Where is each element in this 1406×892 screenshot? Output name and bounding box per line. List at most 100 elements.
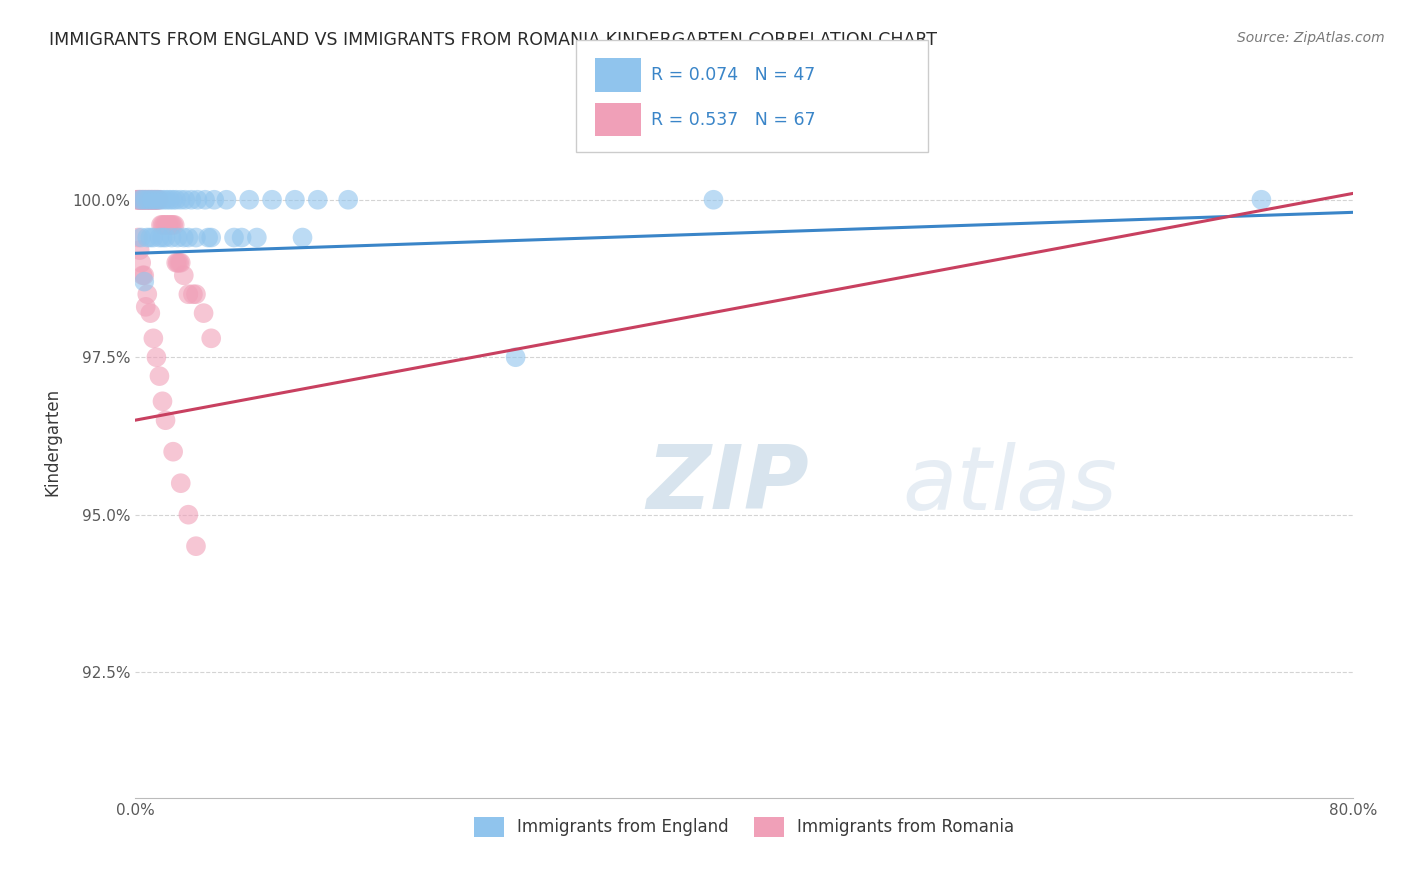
Point	[149, 193, 172, 207]
Point	[139, 193, 162, 207]
Point	[143, 193, 166, 207]
Point	[162, 444, 184, 458]
Point	[170, 476, 193, 491]
Point	[127, 193, 149, 207]
Text: R = 0.074   N = 47: R = 0.074 N = 47	[651, 66, 815, 84]
Point	[160, 230, 183, 244]
Point	[131, 193, 153, 207]
Point	[165, 193, 187, 207]
Point	[128, 243, 150, 257]
Point	[136, 230, 159, 244]
Point	[128, 193, 150, 207]
Point	[136, 193, 159, 207]
Point	[131, 193, 153, 207]
Point	[138, 193, 160, 207]
Point	[155, 413, 177, 427]
Point	[159, 193, 181, 207]
Point	[177, 230, 200, 244]
Point	[200, 230, 222, 244]
Point	[148, 369, 170, 384]
Point	[160, 218, 183, 232]
Point	[134, 193, 156, 207]
Point	[135, 193, 157, 207]
Point	[284, 193, 307, 207]
Point	[166, 256, 188, 270]
Point	[131, 268, 153, 283]
Point	[128, 193, 150, 207]
Point	[145, 193, 167, 207]
Point	[166, 230, 188, 244]
Point	[165, 256, 187, 270]
Point	[184, 230, 207, 244]
Point	[193, 306, 215, 320]
Point	[149, 218, 172, 232]
Point	[142, 193, 165, 207]
Point	[177, 287, 200, 301]
Point	[156, 218, 179, 232]
Legend: Immigrants from England, Immigrants from Romania: Immigrants from England, Immigrants from…	[467, 811, 1021, 843]
Point	[142, 193, 165, 207]
Point	[155, 230, 177, 244]
Point	[142, 230, 165, 244]
Text: Source: ZipAtlas.com: Source: ZipAtlas.com	[1237, 31, 1385, 45]
Point	[162, 193, 184, 207]
Point	[128, 193, 150, 207]
Point	[139, 193, 162, 207]
Point	[200, 331, 222, 345]
Point	[246, 230, 269, 244]
Point	[138, 193, 160, 207]
Point	[127, 193, 149, 207]
Point	[142, 331, 165, 345]
Point	[146, 193, 169, 207]
Point	[184, 287, 207, 301]
Point	[129, 193, 152, 207]
Point	[148, 230, 170, 244]
Point	[1250, 193, 1272, 207]
Point	[152, 394, 174, 409]
Point	[152, 230, 174, 244]
Point	[136, 287, 159, 301]
Point	[129, 256, 152, 270]
Point	[184, 539, 207, 553]
Point	[174, 193, 197, 207]
Point	[186, 193, 208, 207]
Point	[134, 193, 156, 207]
Point	[141, 193, 163, 207]
Point	[215, 193, 238, 207]
Point	[143, 193, 166, 207]
Point	[146, 193, 169, 207]
Point	[180, 193, 202, 207]
Point	[139, 306, 162, 320]
Point	[135, 300, 157, 314]
Point	[170, 256, 193, 270]
Point	[136, 193, 159, 207]
Point	[132, 193, 155, 207]
Point	[181, 287, 204, 301]
Point	[134, 268, 156, 283]
Point	[197, 230, 219, 244]
Point	[262, 193, 284, 207]
Point	[139, 230, 162, 244]
Y-axis label: Kindergarten: Kindergarten	[44, 388, 60, 496]
Point	[138, 193, 160, 207]
Point	[146, 193, 169, 207]
Point	[129, 230, 152, 244]
Point	[505, 350, 527, 364]
Point	[291, 230, 314, 244]
Text: IMMIGRANTS FROM ENGLAND VS IMMIGRANTS FROM ROMANIA KINDERGARTEN CORRELATION CHAR: IMMIGRANTS FROM ENGLAND VS IMMIGRANTS FR…	[49, 31, 938, 49]
Point	[155, 218, 177, 232]
Point	[152, 218, 174, 232]
Point	[153, 218, 176, 232]
Point	[135, 193, 157, 207]
Text: R = 0.537   N = 67: R = 0.537 N = 67	[651, 111, 815, 128]
Point	[134, 275, 156, 289]
Point	[125, 193, 148, 207]
Point	[162, 218, 184, 232]
Point	[127, 230, 149, 244]
Point	[143, 193, 166, 207]
Point	[194, 193, 217, 207]
Point	[135, 193, 157, 207]
Point	[173, 268, 195, 283]
Point	[702, 193, 724, 207]
Point	[153, 193, 176, 207]
